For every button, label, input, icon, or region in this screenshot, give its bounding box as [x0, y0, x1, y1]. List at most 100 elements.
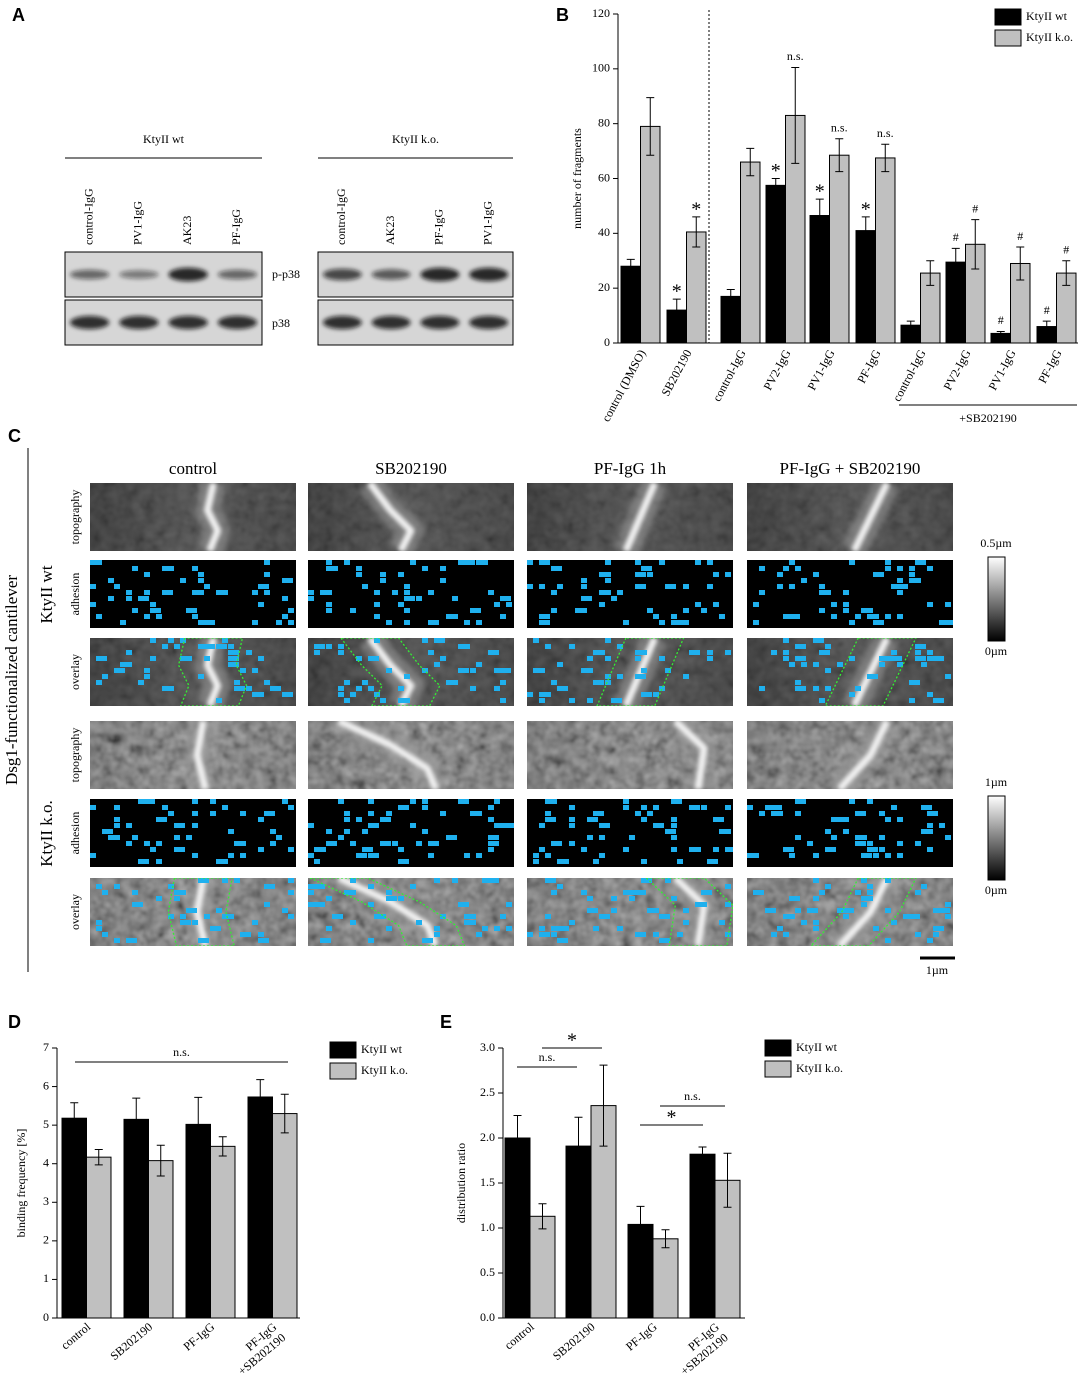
adhesion-event: [945, 620, 953, 625]
adhesion-event: [557, 584, 563, 589]
adhesion-event: [885, 656, 891, 661]
adhesion-event: [873, 614, 879, 619]
adhesion-event: [168, 884, 174, 889]
adhesion-event: [362, 584, 368, 589]
adhesion-event: [539, 932, 550, 937]
panel-label: B: [556, 5, 569, 25]
adhesion-event: [611, 596, 617, 601]
adhesion-event: [264, 560, 270, 565]
bar: [809, 215, 830, 344]
adhesion-event: [599, 590, 605, 595]
adhesion-event: [725, 847, 733, 852]
adhesion-event: [677, 620, 683, 625]
adhesion-event: [843, 914, 849, 919]
scale-bar-label: 1µm: [926, 963, 949, 977]
adhesion-event: [344, 560, 350, 565]
adhesion-event: [338, 692, 344, 697]
panel-label: D: [8, 1012, 21, 1032]
adhesion-event: [897, 662, 903, 667]
adhesion-event: [557, 662, 563, 667]
adhesion-event: [539, 584, 545, 589]
adhesion-event: [587, 908, 598, 913]
adhesion-event: [527, 560, 533, 565]
adhesion-event: [228, 650, 239, 655]
x-tick-label: control-IgG: [710, 347, 749, 404]
adhesion-event: [332, 914, 343, 919]
adhesion-event: [186, 908, 197, 913]
adhesion-event: [933, 656, 939, 661]
y-tick-label: 2.0: [480, 1130, 495, 1144]
adhesion-event: [228, 914, 234, 919]
adhesion-event: [611, 896, 617, 901]
adhesion-event: [701, 805, 707, 810]
domain-outline: [824, 638, 917, 706]
error-bar: [1016, 246, 1025, 281]
adhesion-event: [458, 560, 464, 565]
adhesion-event: [587, 817, 598, 822]
adhesion-event: [695, 902, 706, 907]
error-bar: [538, 1203, 547, 1230]
adhesion-event: [308, 590, 314, 595]
ridge: [837, 878, 891, 946]
adhesion-event: [494, 799, 500, 804]
group-label: KtyII k.o.: [37, 800, 56, 867]
adhesion-event: [216, 644, 227, 649]
adhesion-event: [557, 884, 563, 889]
adhesion-event: [476, 620, 482, 625]
adhesion-event: [398, 805, 409, 810]
adhesion-event: [861, 878, 867, 883]
adhesion-event: [945, 602, 951, 607]
comparison-label: n.s.: [173, 1045, 190, 1059]
adhesion-event: [897, 584, 908, 589]
adhesion-event: [380, 841, 386, 846]
adhesion-event: [374, 602, 380, 607]
adhesion-event: [813, 662, 819, 667]
adhesion-event: [909, 566, 915, 571]
adhesion-event: [326, 841, 337, 846]
adhesion-event: [398, 698, 404, 703]
adhesion-event: [380, 914, 386, 919]
adhesion-event: [641, 650, 647, 655]
adhesion-event: [783, 914, 794, 919]
adhesion-event: [605, 578, 611, 583]
adhesion-event: [288, 847, 294, 852]
adhesion-event: [599, 853, 605, 858]
band: [168, 267, 208, 282]
adhesion-event: [921, 805, 932, 810]
adhesion-event: [795, 835, 801, 840]
adhesion-event: [831, 614, 837, 619]
adhesion-event: [813, 638, 824, 643]
adhesion-event: [915, 932, 921, 937]
adhesion-event: [138, 680, 144, 685]
adhesion-event: [807, 908, 818, 913]
adhesion-event: [398, 896, 404, 901]
adhesion-event: [707, 859, 718, 864]
comparison-label: *: [567, 1030, 577, 1052]
adhesion-event: [539, 620, 550, 625]
adhesion-event: [867, 614, 873, 619]
legend-swatch: [764, 1060, 792, 1078]
adhesion-event: [500, 668, 511, 673]
adhesion-event: [891, 584, 897, 589]
adhesion-event: [320, 847, 326, 852]
adhesion-event: [593, 811, 604, 816]
adhesion-event: [96, 926, 102, 931]
band: [469, 267, 509, 282]
adhesion-event: [368, 686, 374, 691]
y-axis-title: distribution ratio: [454, 1143, 468, 1223]
adhesion-event: [150, 608, 161, 613]
band: [217, 315, 258, 330]
adhesion-event: [665, 668, 671, 673]
significance-label: #: [998, 313, 1004, 327]
color-bar: [987, 556, 1006, 642]
error-bar: [881, 143, 890, 173]
adhesion-event: [557, 938, 568, 943]
adhesion-event: [446, 614, 457, 619]
adhesion-event: [174, 896, 180, 901]
bar: [740, 161, 761, 344]
adhesion-event: [593, 926, 599, 931]
adhesion-event: [545, 817, 556, 822]
error-bar: [723, 1152, 732, 1208]
adhesion-event: [470, 811, 476, 816]
adhesion-event: [605, 638, 611, 643]
